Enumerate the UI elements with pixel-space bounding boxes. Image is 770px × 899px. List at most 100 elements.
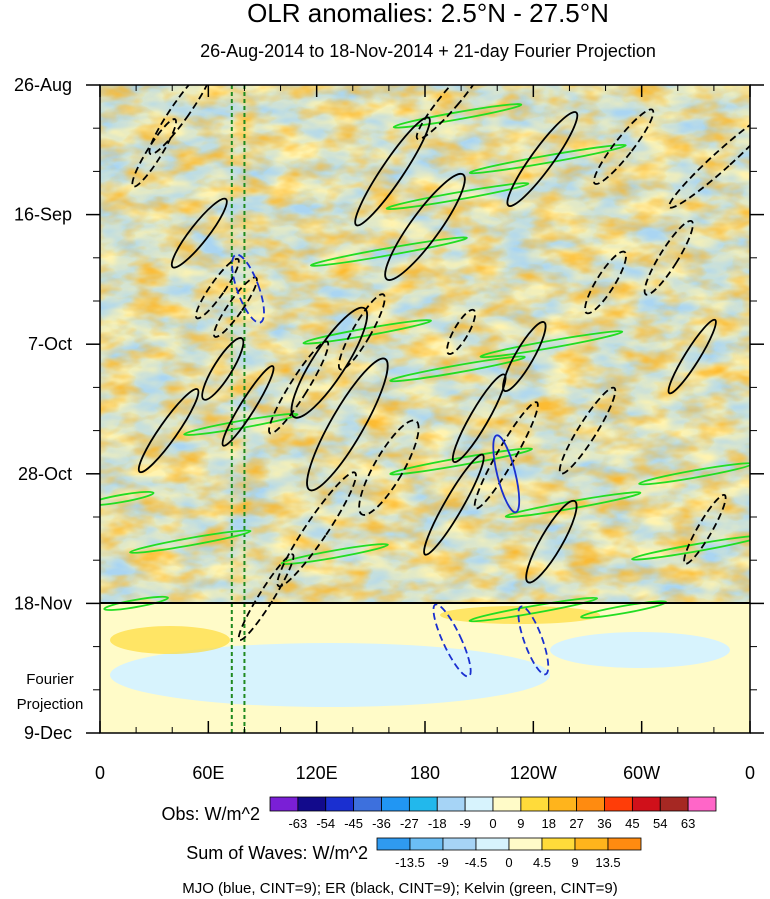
projection-field-patches — [110, 606, 730, 707]
obs-legend-swatch — [436, 796, 466, 812]
mjo-contour — [432, 603, 472, 678]
obs-legend-swatch — [297, 796, 327, 812]
y-tick-label: 7-Oct — [28, 334, 72, 354]
er-contour — [201, 337, 245, 401]
y-tick-label: 16-Sep — [14, 205, 72, 225]
kelvin-contour — [468, 596, 599, 623]
kelvin-contour — [468, 143, 627, 175]
chart-title: OLR anomalies: 2.5°N - 27.5°N — [247, 0, 609, 28]
er-contour — [137, 388, 200, 474]
obs-legend-label: Obs: W/m^2 — [162, 804, 260, 824]
y-tick-label: 26-Aug — [14, 75, 72, 95]
er-contour — [268, 340, 330, 435]
kelvin-contour — [103, 595, 169, 611]
mjo-contour — [231, 253, 265, 324]
wave-footnote: MJO (blue, CINT=9); ER (black, CINT=9); … — [182, 880, 618, 897]
obs-legend-level-label: 0 — [489, 816, 496, 831]
x-tick-label: 0 — [745, 763, 755, 783]
obs-legend-swatch — [548, 796, 578, 812]
obs-legend-level-label: -63 — [288, 816, 307, 831]
x-tick-label: 180 — [410, 763, 440, 783]
obs-legend-swatch — [631, 796, 661, 812]
er-contour — [306, 357, 389, 492]
obs-legend-swatch — [325, 796, 355, 812]
er-contour — [337, 293, 386, 371]
obs-legend-swatch — [464, 796, 494, 812]
mjo-contour — [517, 605, 550, 676]
obs-legend-level-label: 54 — [653, 816, 667, 831]
er-contour — [170, 197, 228, 269]
obs-legend-swatch — [381, 796, 410, 812]
waves-legend: Sum of Waves: W/m^2 -13.5 -9 -4.5 0 4.5 9 13.5 — [186, 837, 642, 870]
er-contour — [558, 386, 617, 475]
projection-patch — [550, 632, 730, 668]
waves-legend-swatch — [607, 837, 642, 851]
x-tick-label: 120E — [296, 763, 338, 783]
waves-legend-swatch — [442, 837, 477, 851]
obs-legend: Obs: W/m^2 -63 -54 -45 -36 -27 -18 -9 0 9 18 27 36 4… — [162, 796, 717, 831]
obs-legend-swatch — [492, 796, 522, 812]
obs-field-texture-warm — [100, 85, 750, 603]
projection-patch — [110, 626, 230, 654]
waves-legend-swatch — [475, 837, 510, 851]
kelvin-contour — [100, 490, 155, 507]
projection-label-line1: Fourier — [26, 671, 74, 688]
er-contour — [506, 111, 579, 207]
kelvin-contour — [479, 330, 624, 359]
obs-legend-level-label: 9 — [517, 816, 524, 831]
obs-legend-swatch — [659, 796, 689, 812]
obs-legend-level-label: 45 — [625, 816, 639, 831]
obs-legend-level-label: -54 — [316, 816, 335, 831]
er-contour — [276, 471, 357, 588]
x-tick-label: 0 — [95, 763, 105, 783]
kelvin-contour — [309, 236, 468, 267]
er-contour — [148, 85, 214, 156]
waves-legend-level-label: -9 — [437, 855, 449, 870]
waves-legend-level-label: 9 — [571, 855, 578, 870]
waves-legend-swatch — [409, 837, 444, 851]
er-contour — [473, 401, 539, 510]
obs-legend-swatch — [604, 796, 633, 812]
er-contour — [502, 321, 547, 393]
axes: 0 60E 120E 180 120W 60W 0 26-Aug 16-Sep 7-Oct 28-O… — [14, 75, 764, 783]
er-contour — [667, 318, 717, 395]
kelvin-contour — [392, 103, 523, 129]
obs-legend-level-label: -9 — [459, 816, 471, 831]
er-contour — [131, 118, 177, 188]
obs-legend-level-label: 18 — [542, 816, 556, 831]
kelvin-contour — [631, 535, 750, 561]
er-contour — [194, 257, 240, 320]
y-tick-label: 18-Nov — [14, 593, 72, 613]
waves-legend-level-label: -4.5 — [465, 855, 487, 870]
waves-legend-level-label: 4.5 — [533, 855, 551, 870]
obs-legend-level-label: 36 — [597, 816, 611, 831]
obs-legend-level-label: 27 — [569, 816, 583, 831]
waves-legend-level-label: 0 — [505, 855, 512, 870]
projection-label-line2: Projection — [17, 696, 84, 713]
waves-legend-swatch — [508, 837, 543, 851]
y-tick-label: 28-Oct — [18, 464, 72, 484]
kelvin-contour — [129, 529, 252, 554]
obs-legend-swatch — [408, 796, 438, 812]
er-contour — [384, 172, 466, 281]
obs-legend-swatch — [576, 796, 605, 812]
obs-legend-level-label: -45 — [344, 816, 363, 831]
kelvin-contour — [280, 543, 389, 565]
er-contour — [290, 306, 369, 419]
er-contour — [584, 250, 628, 315]
waves-legend-label: Sum of Waves: W/m^2 — [186, 843, 368, 863]
mjo-contour — [492, 434, 521, 514]
plot-area — [99, 84, 751, 734]
obs-legend-swatch — [520, 796, 550, 812]
y-tick-label: 9-Dec — [24, 723, 72, 743]
er-contour — [593, 108, 655, 185]
er-contour — [525, 499, 578, 584]
waves-legend-swatch — [574, 837, 609, 851]
er-contour — [354, 116, 431, 227]
kelvin-contour — [302, 319, 432, 345]
obs-legend-level-label: -36 — [372, 816, 391, 831]
er-contour — [221, 365, 275, 447]
er-contour — [683, 493, 727, 565]
er-contour — [423, 453, 485, 556]
